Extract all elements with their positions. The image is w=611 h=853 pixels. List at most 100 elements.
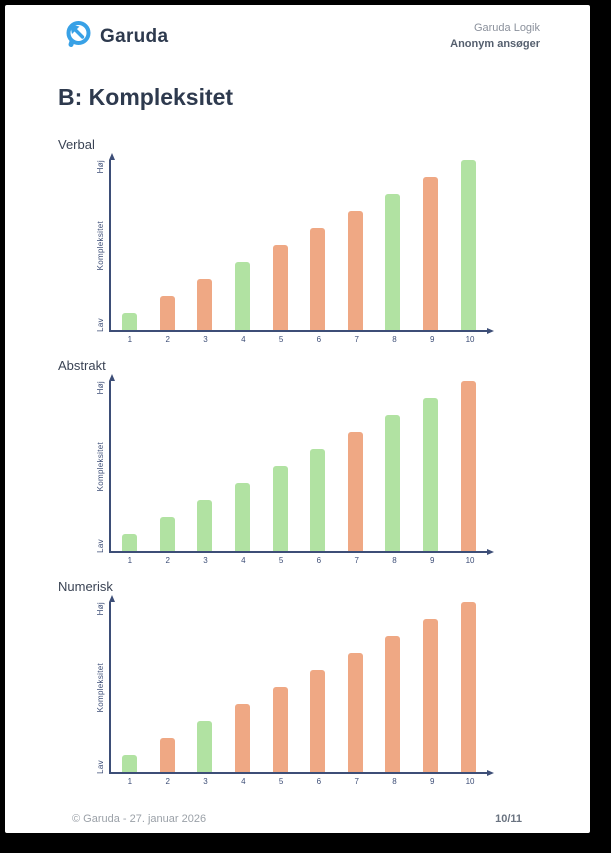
x-tick-7: 7	[354, 556, 359, 565]
bar-slot	[149, 160, 187, 330]
bar-slot	[261, 160, 299, 330]
x-axis-labels: 1 2 3 4 5 6 7 8 9 10	[111, 774, 489, 786]
bar-3	[197, 500, 213, 551]
bar-10	[460, 602, 476, 772]
x-tick-3: 3	[203, 335, 208, 344]
bar-slot	[261, 602, 299, 772]
bar-slot	[449, 160, 487, 330]
product-name: Garuda Logik	[473, 22, 540, 34]
bar-slot	[186, 381, 224, 551]
bar-8	[385, 194, 401, 330]
candidate-name: Anonym ansøger	[450, 38, 540, 50]
x-tick-4: 4	[241, 335, 246, 344]
y-axis-arrow	[109, 595, 115, 602]
x-tick-3: 3	[203, 556, 208, 565]
bar-slot	[299, 602, 337, 772]
x-tick-10: 10	[465, 335, 475, 344]
x-axis-labels: 1 2 3 4 5 6 7 8 9 10	[111, 332, 489, 344]
plot-area	[109, 374, 494, 555]
bar-slot	[149, 381, 187, 551]
bar-8	[385, 415, 401, 551]
y-axis-arrow	[109, 153, 115, 160]
x-tick-4: 4	[241, 777, 246, 786]
bar-slot	[299, 381, 337, 551]
x-tick-9: 9	[430, 335, 435, 344]
bar-slot	[449, 381, 487, 551]
plot-wrap: 1 2 3 4 5 6 7 8 9 10	[109, 374, 494, 565]
bar-slot	[224, 381, 262, 551]
chart-title: Verbal	[58, 137, 95, 152]
x-tick-2: 2	[165, 556, 170, 565]
x-tick-8: 8	[392, 777, 397, 786]
bar-1	[122, 313, 138, 330]
bar-9	[423, 177, 439, 330]
bar-slot	[412, 160, 450, 330]
bar-slot	[111, 160, 149, 330]
bar-slot	[224, 160, 262, 330]
bar-7	[347, 653, 363, 772]
x-tick-10: 10	[465, 556, 475, 565]
bar-slot	[224, 602, 262, 772]
bar-10	[460, 381, 476, 551]
page-title: B: Kompleksitet	[58, 84, 234, 110]
bar-slot	[412, 381, 450, 551]
x-tick-10: 10	[465, 777, 475, 786]
bar-slot	[337, 160, 375, 330]
x-tick-8: 8	[392, 335, 397, 344]
y-axis-bottom-label: Lav	[96, 318, 105, 332]
x-axis-arrow	[487, 549, 494, 555]
x-tick-6: 6	[316, 335, 322, 344]
bar-7	[347, 211, 363, 330]
bar-slot	[337, 602, 375, 772]
bar-slot	[186, 602, 224, 772]
chart-canvas: Høj Kompleksitet Lav 1 2 3 4 5 6 7 8 9 10	[92, 153, 590, 344]
y-axis-top-label: Høj	[96, 160, 105, 174]
x-tick-6: 6	[316, 556, 322, 565]
bar-6	[310, 228, 326, 330]
x-axis-arrow	[487, 328, 494, 334]
chart-section-verbal: Verbal Høj Kompleksitet Lav 1 2 3 4 5 6 7 8 9 10	[58, 137, 590, 344]
y-axis-labels: Høj Kompleksitet Lav	[92, 602, 109, 774]
page-footer: © Garuda - 27. januar 2026 10/11	[72, 813, 522, 825]
chart-canvas: Høj Kompleksitet Lav 1 2 3 4 5 6 7 8 9 10	[92, 374, 590, 565]
y-axis-labels: Høj Kompleksitet Lav	[92, 381, 109, 553]
y-axis-arrow	[109, 374, 115, 381]
x-tick-4: 4	[241, 556, 246, 565]
bar-1	[122, 755, 138, 772]
page-header: Garuda Garuda Logik Anonym ansøger	[5, 5, 590, 54]
header-meta: Garuda Logik Anonym ansøger	[450, 19, 540, 50]
charts: Verbal Høj Kompleksitet Lav 1 2 3 4 5 6 7 8 9 10 Abstr…	[5, 137, 590, 786]
chart-section-abstrakt: Abstrakt Høj Kompleksitet Lav 1 2 3 4 5 6 7 8 9 10	[58, 358, 590, 565]
bar-4	[235, 704, 251, 772]
y-axis-bottom-label: Lav	[96, 539, 105, 553]
page-number: 10/11	[495, 813, 522, 825]
bar-slot	[412, 602, 450, 772]
x-tick-5: 5	[278, 777, 284, 786]
bar-5	[272, 245, 288, 330]
x-tick-8: 8	[392, 556, 397, 565]
copyright-text: © Garuda - 27. januar 2026	[72, 813, 207, 825]
x-tick-1: 1	[127, 556, 133, 565]
bar-4	[235, 262, 251, 330]
bar-1	[122, 534, 138, 551]
plot-area	[109, 153, 494, 334]
y-axis-title: Kompleksitet	[96, 221, 105, 271]
bar-4	[235, 483, 251, 551]
x-tick-5: 5	[278, 335, 284, 344]
bar-slot	[261, 381, 299, 551]
bar-7	[347, 432, 363, 551]
x-tick-3: 3	[203, 777, 208, 786]
bar-slot	[149, 602, 187, 772]
bar-3	[197, 721, 213, 772]
plot-wrap: 1 2 3 4 5 6 7 8 9 10	[109, 595, 494, 786]
x-axis-labels: 1 2 3 4 5 6 7 8 9 10	[111, 553, 489, 565]
x-tick-2: 2	[165, 335, 170, 344]
x-tick-9: 9	[430, 777, 435, 786]
bar-3	[197, 279, 213, 330]
bar-slot	[374, 381, 412, 551]
garuda-logo-icon	[63, 19, 93, 54]
bar-5	[272, 687, 288, 772]
y-axis-bottom-label: Lav	[96, 760, 105, 774]
chart-title: Abstrakt	[58, 358, 106, 373]
y-axis-top-label: Høj	[96, 381, 105, 395]
